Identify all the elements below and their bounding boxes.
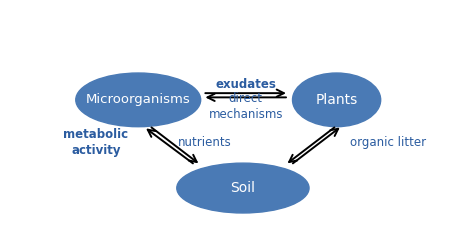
Text: direct
mechanisms: direct mechanisms [209,92,283,121]
Ellipse shape [76,73,201,127]
Text: Soil: Soil [230,181,255,195]
Text: metabolic
activity: metabolic activity [64,127,128,157]
Text: nutrients: nutrients [177,135,231,149]
Text: organic litter: organic litter [350,135,426,149]
Text: Microorganisms: Microorganisms [86,93,191,106]
Ellipse shape [177,163,309,213]
Ellipse shape [292,73,381,127]
Text: Plants: Plants [316,93,358,107]
Text: exudates: exudates [215,78,276,91]
